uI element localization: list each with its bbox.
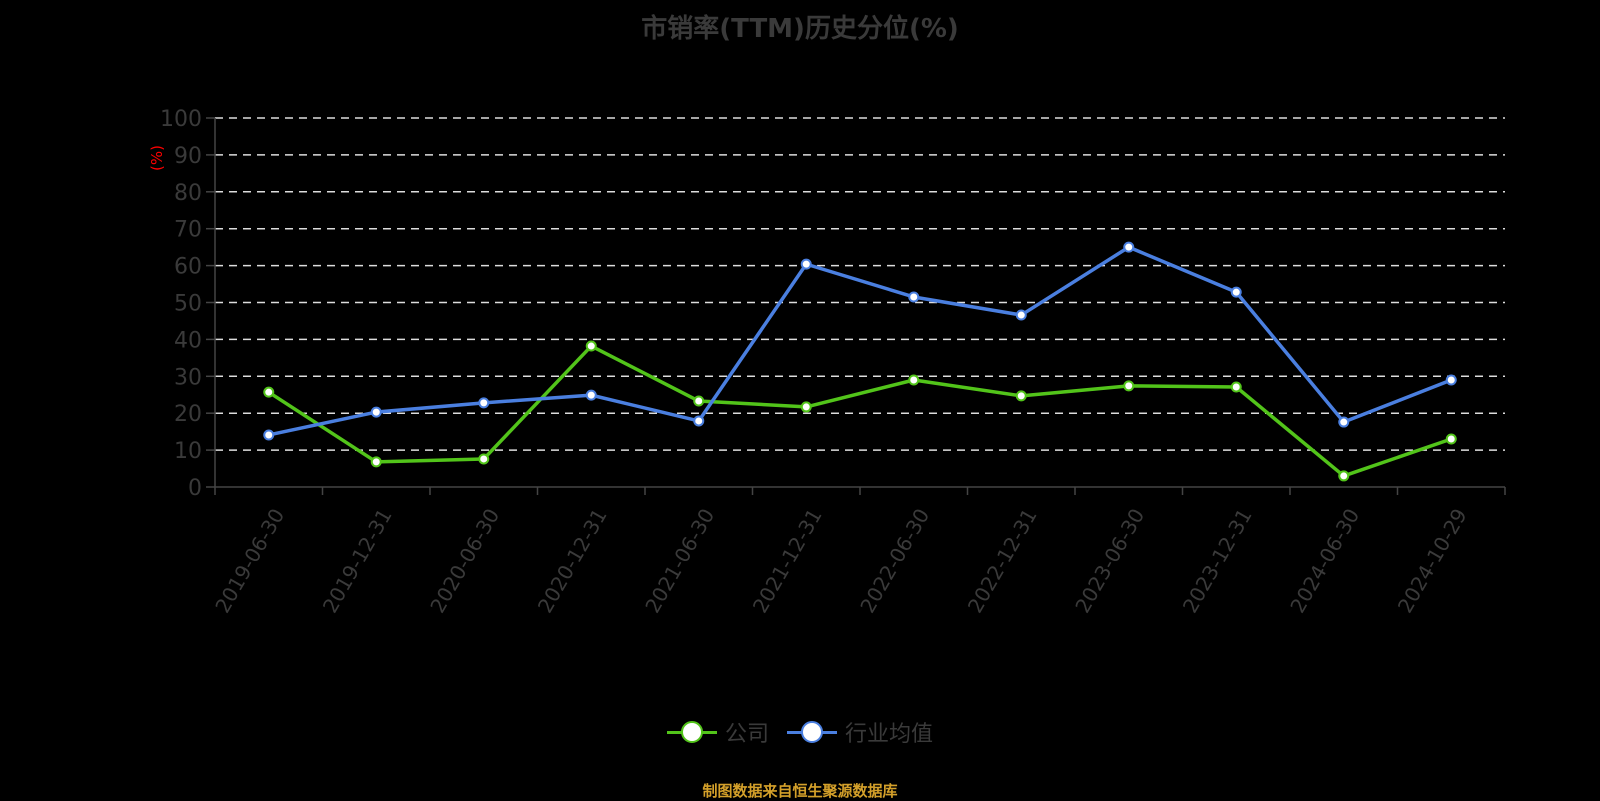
svg-text:2023-12-31: 2023-12-31: [1178, 504, 1257, 617]
chart-title: 市销率(TTM)历史分位(%): [641, 14, 959, 44]
legend-marker-icon: [666, 720, 717, 744]
svg-text:100: 100: [160, 107, 202, 132]
legend-label-company: 公司: [724, 722, 769, 747]
legend-item-industry-average[interactable]: 行业均值: [787, 716, 933, 748]
svg-text:2019-12-31: 2019-12-31: [318, 504, 397, 617]
y-axis: 0 10 20 30 40 50 60 70 80 90 100: [160, 107, 216, 501]
svg-text:90: 90: [174, 144, 202, 169]
legend: 公司 行业均值: [0, 716, 1600, 748]
legend-item-company[interactable]: 公司: [666, 716, 769, 748]
svg-text:70: 70: [174, 218, 202, 243]
svg-text:2024-06-30: 2024-06-30: [1285, 504, 1364, 617]
svg-text:40: 40: [174, 328, 202, 353]
svg-text:2020-12-31: 2020-12-31: [533, 504, 612, 617]
svg-text:20: 20: [174, 402, 202, 427]
svg-text:0: 0: [188, 476, 202, 501]
svg-text:60: 60: [174, 255, 202, 280]
svg-text:2019-06-30: 2019-06-30: [210, 504, 289, 617]
series-lines: [263, 241, 1457, 482]
x-axis: 2019-06-30 2019-12-31 2020-06-30 2020-12-31…: [210, 486, 1506, 617]
svg-text:2022-06-30: 2022-06-30: [855, 504, 934, 617]
svg-text:30: 30: [174, 365, 202, 390]
svg-text:80: 80: [174, 181, 202, 206]
legend-marker-icon: [787, 720, 837, 744]
svg-text:2021-06-30: 2021-06-30: [640, 504, 719, 617]
svg-text:10: 10: [174, 439, 202, 464]
svg-text:2020-06-30: 2020-06-30: [425, 504, 504, 617]
legend-label-industry-average: 行业均值: [845, 722, 934, 747]
svg-text:50: 50: [174, 292, 202, 317]
grid-lines: [215, 117, 1505, 451]
y-axis-label: (%): [148, 145, 166, 171]
svg-text:2021-12-31: 2021-12-31: [748, 504, 827, 617]
svg-text:2024-10-29: 2024-10-29: [1393, 504, 1472, 617]
svg-text:2022-12-31: 2022-12-31: [963, 504, 1042, 617]
data-source-note: 制图数据来自恒生聚源数据库: [702, 782, 898, 800]
svg-text:2023-06-30: 2023-06-30: [1070, 504, 1149, 617]
